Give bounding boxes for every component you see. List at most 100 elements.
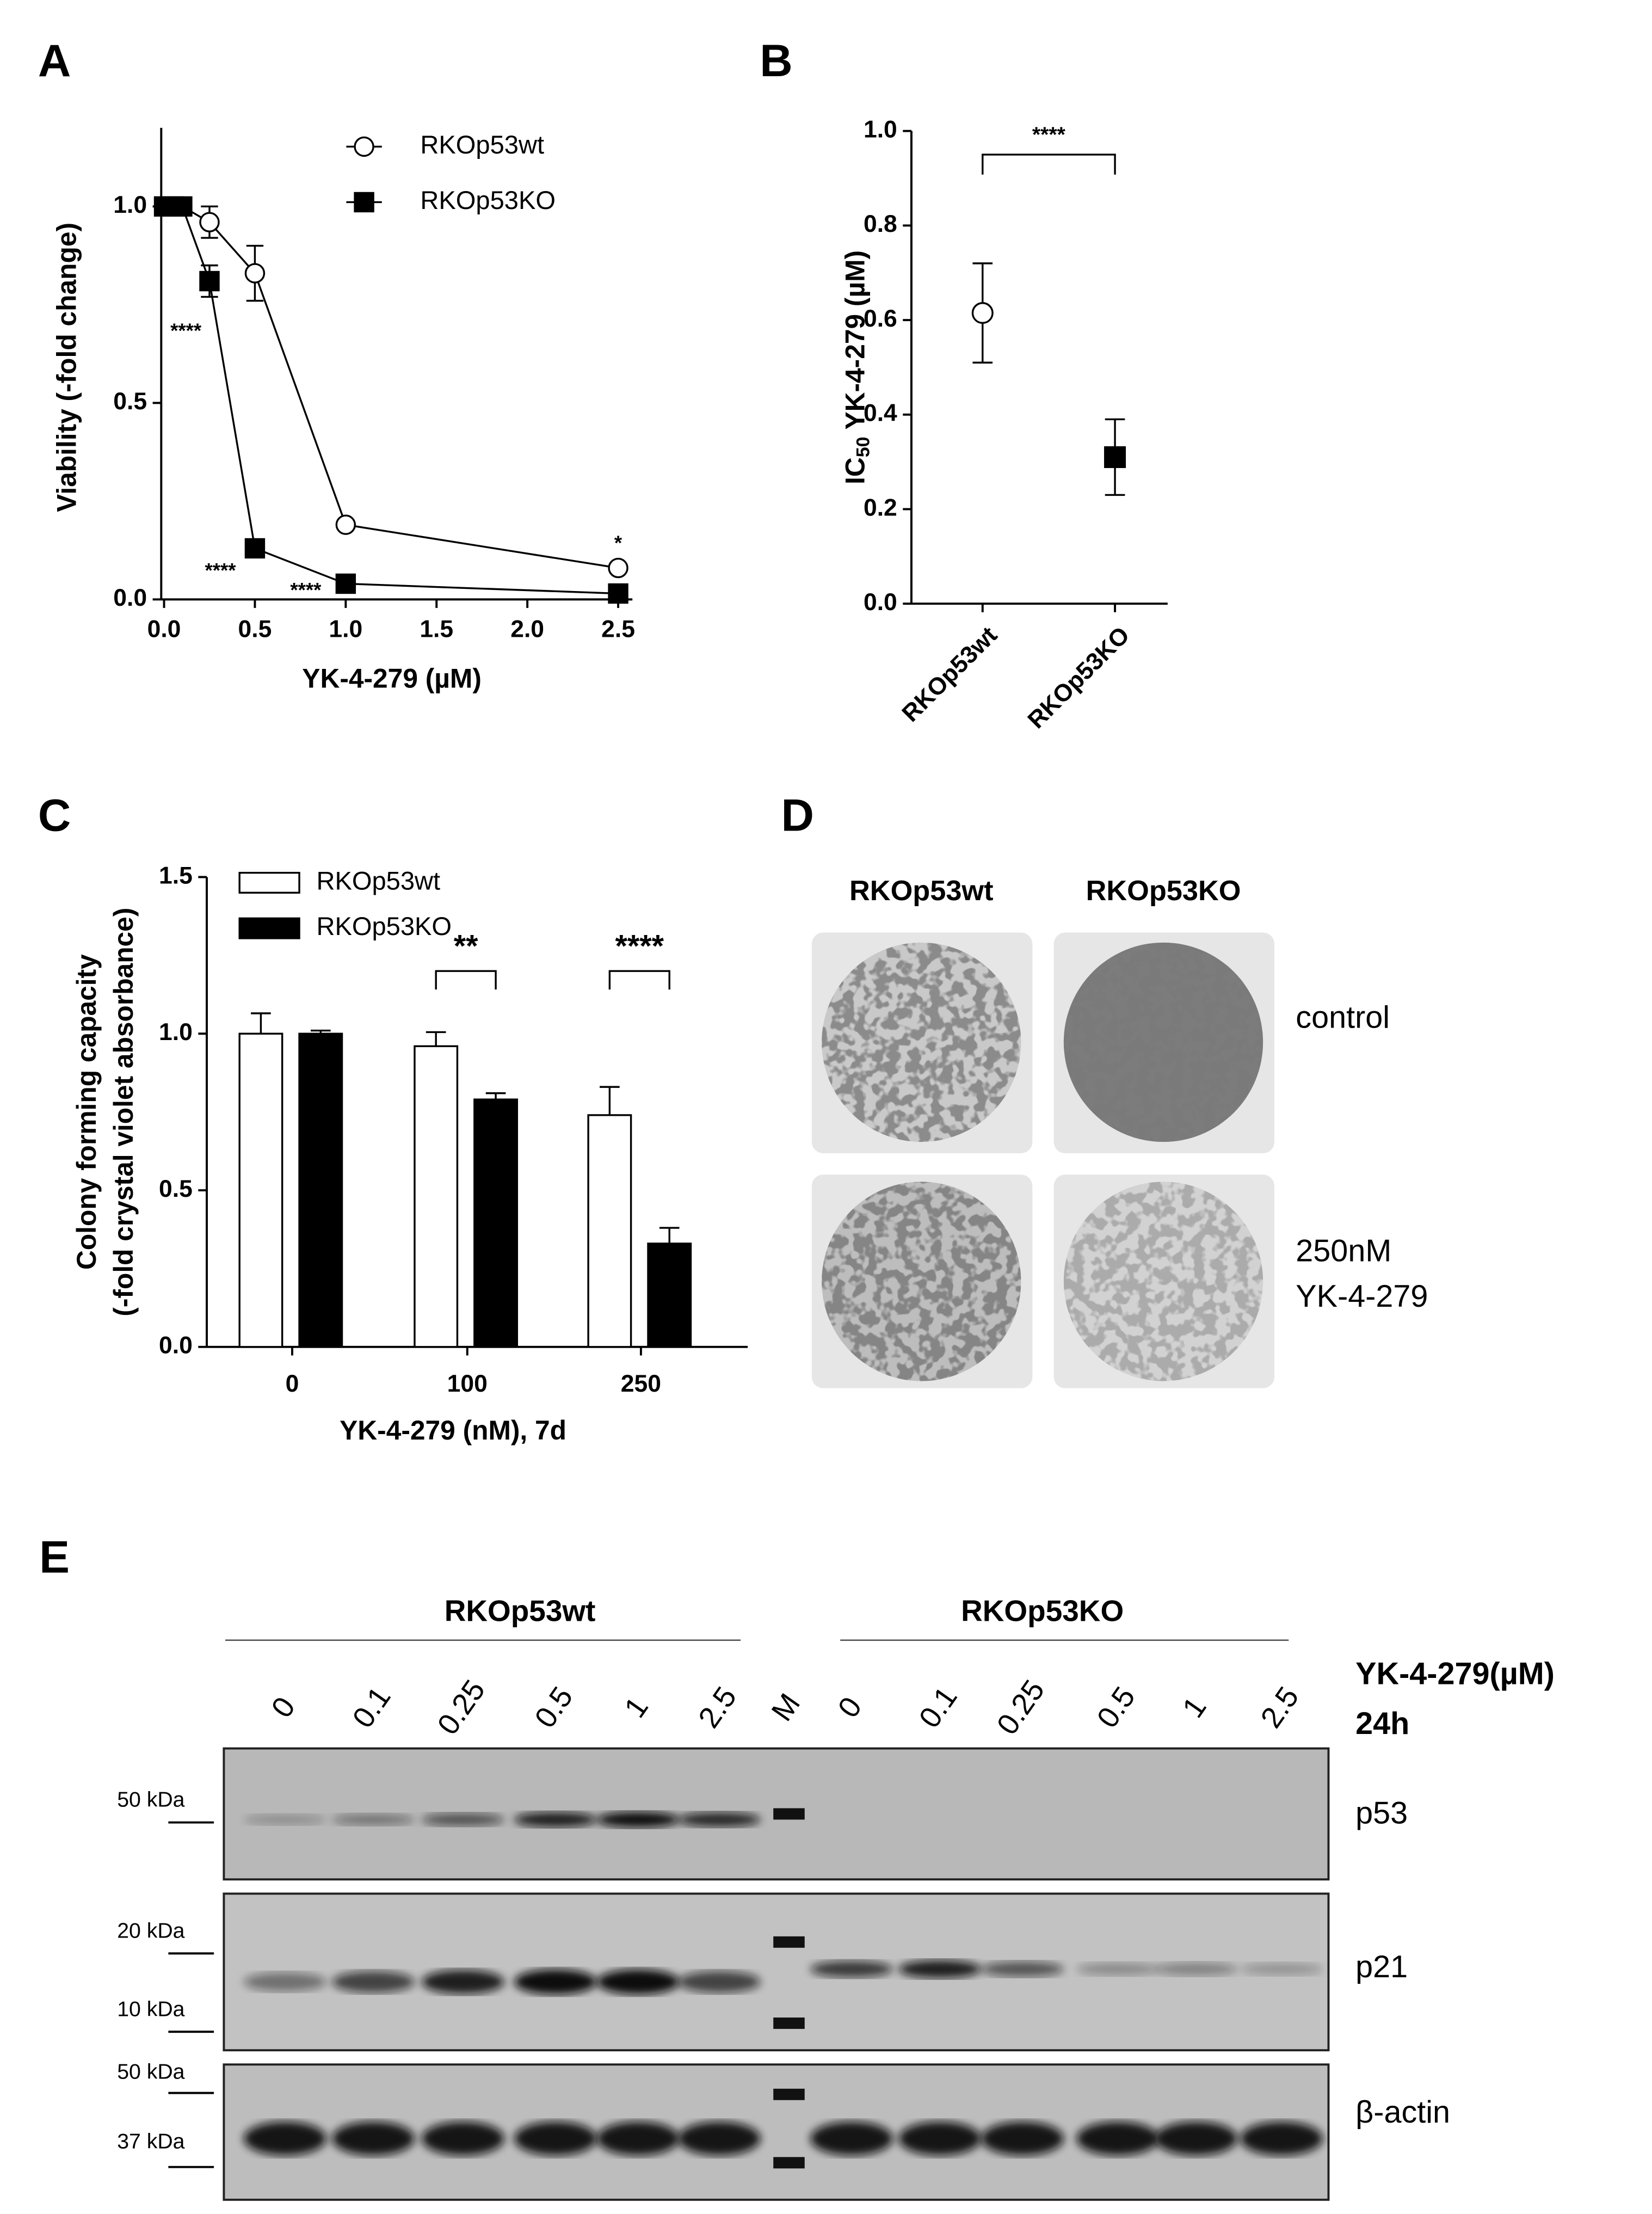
x-tick-label: 2.5 — [601, 616, 635, 643]
x-tick-label: 1.0 — [329, 616, 362, 643]
marker — [199, 212, 220, 232]
blot-band — [677, 2121, 761, 2156]
lane-label: 0.5 — [1090, 1681, 1142, 1734]
y-tick-label: 1.0 — [864, 116, 897, 143]
blot-band — [1076, 2121, 1160, 2156]
lane-label: 0.5 — [528, 1681, 580, 1734]
x-tick-label: 1.5 — [420, 616, 453, 643]
blot-band — [332, 1813, 415, 1825]
size-marker-label: 50 kDa — [117, 2059, 184, 2083]
x-axis-label: YK-4-279 (nM), 7d — [340, 1415, 566, 1446]
column-header: RKOp53wt — [849, 875, 994, 907]
blot-band — [596, 1811, 680, 1828]
lane-label: 0 — [264, 1690, 301, 1724]
x-tick-label: RKOp53KO — [1022, 622, 1135, 734]
blot-band — [1155, 2121, 1238, 2156]
lane-label: 0.25 — [430, 1674, 491, 1741]
group-label: RKOp53KO — [961, 1594, 1124, 1628]
legend-label: RKOp53KO — [420, 186, 556, 214]
protein-label: p21 — [1355, 1949, 1408, 1984]
bar — [647, 1243, 692, 1348]
group-label: RKOp53wt — [445, 1594, 596, 1628]
x-tick-label: 0 — [286, 1370, 299, 1397]
blot-band — [1240, 2121, 1323, 2156]
y-tick-label: 0.5 — [113, 388, 147, 415]
significance-bracket — [608, 970, 670, 990]
y-tick-label: 1.0 — [113, 192, 147, 218]
blot-band — [596, 1969, 680, 1995]
annotation: **** — [1032, 122, 1066, 146]
legend-swatch — [238, 871, 300, 894]
marker — [199, 270, 220, 292]
blot-band — [1155, 1962, 1238, 1976]
lane-label: M — [765, 1687, 806, 1727]
bar — [238, 1032, 283, 1348]
marker — [971, 302, 994, 324]
ladder-band — [773, 2157, 805, 2169]
x-tick-label: 0.5 — [238, 616, 272, 643]
treatment-label: YK-4-279(µM) — [1355, 1656, 1555, 1691]
series-line — [164, 205, 619, 595]
annotation: * — [614, 532, 622, 554]
blot-band — [981, 2121, 1064, 2156]
x-tick-label: 0.0 — [147, 616, 181, 643]
y-label-part: YK-4-279 (µM) — [840, 250, 871, 436]
blot-band — [810, 2121, 893, 2156]
blot — [223, 1639, 1330, 2201]
ladder-band — [773, 2088, 805, 2100]
row-label: YK-4-279 — [1296, 1279, 1428, 1314]
well-colonies — [1063, 942, 1263, 1142]
blot-band — [422, 2121, 504, 2156]
blot-band — [422, 1970, 504, 1994]
legend-label: RKOp53wt — [316, 866, 440, 895]
legend-marker — [354, 136, 374, 157]
blot-band — [898, 1960, 982, 1978]
blot-band — [596, 2121, 680, 2156]
annotation: **** — [205, 559, 237, 581]
y-tick-label: 1.0 — [159, 1019, 193, 1046]
y-label-sub: 50 — [853, 436, 874, 457]
lane-label: 2.5 — [692, 1681, 743, 1734]
panel-label: E — [39, 1531, 70, 1582]
y-axis-label: (-fold crystal violet absorbance) — [108, 908, 139, 1317]
blot-band — [244, 1814, 326, 1825]
x-tick-label: 100 — [447, 1370, 488, 1397]
lane-label: 1 — [1175, 1690, 1212, 1724]
legend-label: RKOp53wt — [420, 130, 544, 159]
marker — [608, 557, 628, 579]
size-marker-label: 10 kDa — [117, 1997, 184, 2021]
panel-label: B — [760, 35, 792, 86]
x-tick-label: 2.0 — [510, 616, 544, 643]
y-tick-label: 0.5 — [159, 1176, 193, 1202]
y-tick-label: 0.0 — [113, 585, 147, 611]
ladder-band — [773, 1808, 805, 1820]
annotation: ** — [454, 929, 478, 964]
x-axis-label: YK-4-279 (µM) — [302, 663, 482, 694]
blot-band — [677, 1812, 761, 1827]
plate-images — [811, 932, 1275, 1388]
marker — [172, 196, 193, 217]
size-marker-label: 20 kDa — [117, 1918, 184, 1942]
lane-label: 2.5 — [1254, 1681, 1305, 1734]
marker — [244, 538, 266, 559]
panel-label: C — [38, 789, 71, 840]
error-bar — [600, 1086, 620, 1115]
x-tick-label: 250 — [621, 1370, 661, 1397]
blot-band — [514, 1969, 597, 1995]
blot-band — [981, 1961, 1064, 1977]
blot-band — [898, 2121, 982, 2156]
size-marker-label: 50 kDa — [117, 1788, 184, 1812]
blot-band — [1076, 1963, 1160, 1976]
error-bar — [485, 1092, 506, 1100]
y-axis-label: Colony forming capacity — [71, 954, 102, 1270]
y-label-part: IC — [840, 457, 871, 484]
marker — [244, 263, 266, 284]
marker — [1104, 446, 1126, 468]
blot-band — [332, 2121, 415, 2156]
protein-label: β-actin — [1355, 2095, 1450, 2130]
y-tick-label: 0.4 — [864, 400, 897, 427]
protein-label: p53 — [1355, 1796, 1408, 1831]
ladder-band — [773, 1936, 805, 1948]
lane-label: 0.1 — [346, 1681, 397, 1734]
